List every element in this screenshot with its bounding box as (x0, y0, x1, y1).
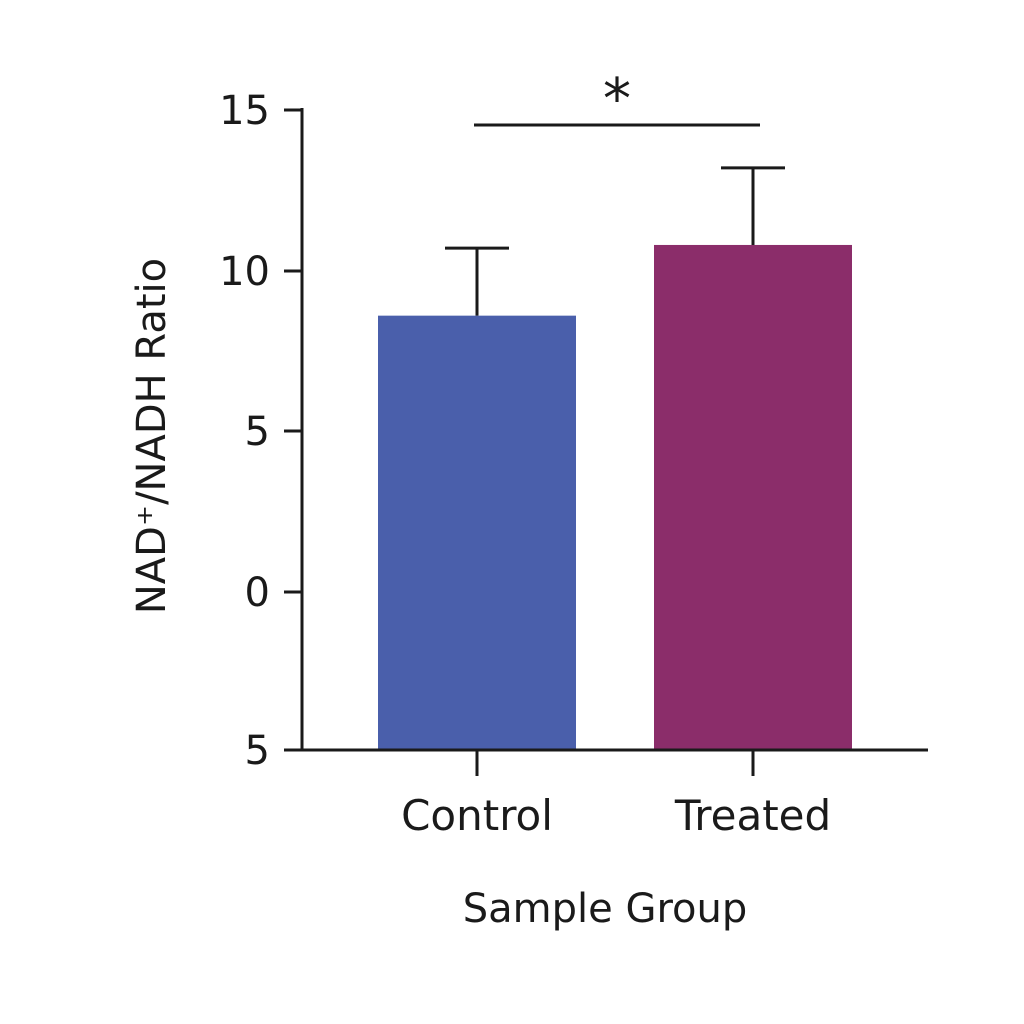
y-axis-title: NAD⁺/NADH Ratio (129, 258, 175, 614)
y-tick-label: 5 (245, 728, 270, 774)
error-bars-layer (445, 166, 785, 316)
y-tick-label: 0 (245, 570, 270, 616)
x-tick-label-control: Control (401, 791, 553, 840)
significance-label: * (603, 67, 631, 132)
y-tick-label: 10 (219, 249, 270, 295)
x-axis-title: Sample Group (463, 886, 747, 932)
y-ticks-layer: 15 10 5 0 5 (219, 88, 302, 774)
significance-bracket: * (474, 67, 760, 132)
bar-treated (654, 244, 852, 750)
x-tick-label-treated: Treated (674, 791, 831, 840)
bar-control (378, 315, 576, 750)
y-tick-label: 5 (245, 409, 270, 455)
y-tick-label: 15 (219, 88, 270, 134)
bars-layer (378, 244, 852, 750)
x-ticks-layer: Control Treated (401, 750, 831, 840)
